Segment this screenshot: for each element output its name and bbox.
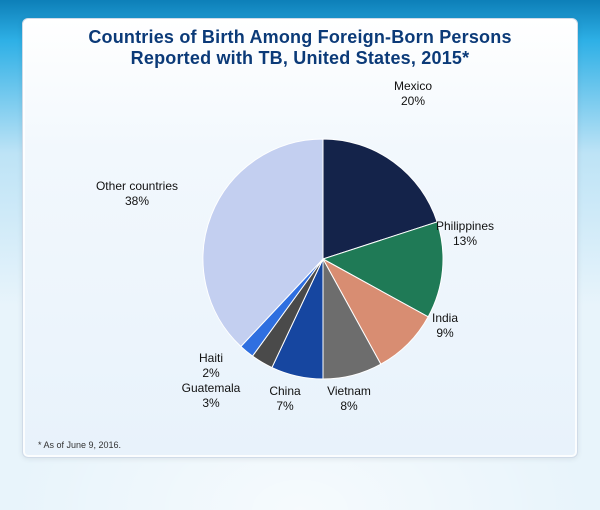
slice-label-name: Vietnam: [327, 384, 371, 398]
slice-label-name: Mexico: [394, 79, 432, 93]
slice-label-name: Guatemala: [182, 381, 241, 395]
footnote: * As of June 9, 2016.: [38, 440, 121, 450]
title-line-1: Countries of Birth Among Foreign-Born Pe…: [88, 27, 511, 47]
chart-area: Mexico20%Philippines13%India9%Vietnam8%C…: [23, 99, 577, 447]
slide-panel: Countries of Birth Among Foreign-Born Pe…: [22, 18, 578, 458]
slice-label-name: India: [432, 311, 458, 325]
slice-label-pct: 13%: [453, 234, 477, 248]
chart-title: Countries of Birth Among Foreign-Born Pe…: [23, 19, 577, 69]
slice-label-name: China: [269, 384, 300, 398]
pie-chart: [23, 99, 579, 419]
slice-label-pct: 2%: [202, 366, 219, 380]
slice-label-pct: 3%: [202, 396, 219, 410]
slice-label-pct: 7%: [276, 399, 293, 413]
slice-label-pct: 9%: [436, 326, 453, 340]
slice-label-pct: 20%: [401, 94, 425, 108]
slice-label-haiti: Haiti2%: [199, 351, 223, 381]
slice-label-other: Other countries38%: [96, 179, 178, 209]
slide-stage: Countries of Birth Among Foreign-Born Pe…: [0, 0, 600, 510]
slice-label-vietnam: Vietnam8%: [327, 384, 371, 414]
slice-label-name: Haiti: [199, 351, 223, 365]
slice-label-pct: 38%: [125, 194, 149, 208]
slice-label-name: Other countries: [96, 179, 178, 193]
slice-label-china: China7%: [269, 384, 300, 414]
slice-label-pct: 8%: [340, 399, 357, 413]
title-line-2: Reported with TB, United States, 2015*: [131, 48, 470, 68]
slice-label-philippines: Philippines13%: [436, 219, 494, 249]
slice-label-india: India9%: [432, 311, 458, 341]
slice-label-guatemala: Guatemala3%: [182, 381, 241, 411]
slice-label-name: Philippines: [436, 219, 494, 233]
slice-label-mexico: Mexico20%: [394, 79, 432, 109]
